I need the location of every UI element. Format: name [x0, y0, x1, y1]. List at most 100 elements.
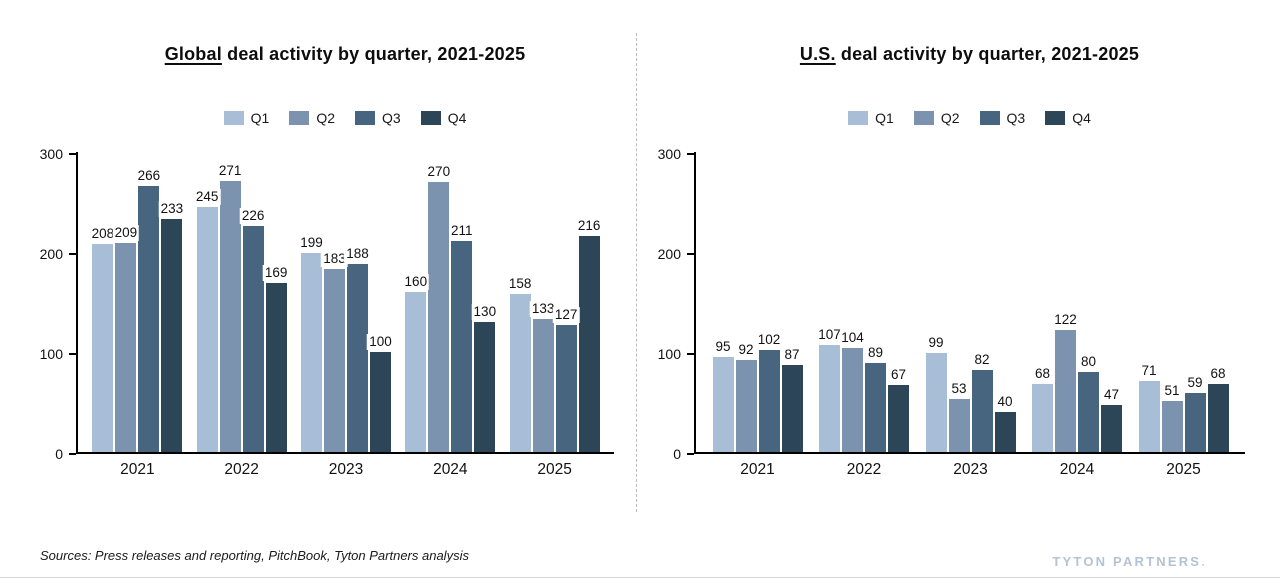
legend: Q1 Q2 Q3 Q4	[76, 109, 614, 126]
bar-value-label: 158	[506, 276, 534, 292]
plot-area: 95 92 102 87 2021 107 104 89 67 2022 99 53 82 40 2023 6…	[694, 152, 1245, 478]
legend-label-q4: Q4	[447, 109, 467, 126]
legend-swatch-q2	[913, 110, 934, 125]
panel-divider	[636, 33, 637, 512]
bar-q2-2022: 104	[839, 330, 866, 452]
legend-swatch-q4	[420, 110, 441, 125]
y-tick-label-100: 100	[39, 346, 63, 362]
bar-q3-2025: 59	[1184, 375, 1206, 452]
charts-container: Global deal activity by quarter, 2021-20…	[0, 0, 1280, 478]
y-tick-label-100: 100	[657, 346, 681, 362]
bar-value-label: 127	[552, 307, 580, 323]
bar-value-label: 133	[529, 301, 557, 317]
y-tick-mark-0	[687, 453, 694, 455]
bar-group-2021: 208 209 266 233 2021	[89, 168, 186, 478]
legend-swatch-q1	[848, 110, 869, 125]
chart-title-emphasis: Global	[164, 44, 222, 64]
bar-value-label: 209	[112, 225, 140, 241]
bar-q4-2025: 68	[1207, 366, 1229, 452]
y-tick-label-0: 0	[673, 446, 681, 462]
bar-value-label: 68	[1032, 366, 1053, 382]
bar-q3-2022: 89	[865, 345, 886, 452]
bar-q1-2023: 99	[925, 335, 947, 452]
chart-panel-global: Global deal activity by quarter, 2021-20…	[0, 0, 636, 478]
x-axis-label-2024: 2024	[433, 461, 468, 478]
bar-value-label: 216	[575, 218, 603, 234]
legend-item-q2: Q2	[913, 109, 960, 126]
bar-q2-2024: 270	[425, 164, 453, 452]
legend-label-q2: Q2	[940, 109, 960, 126]
chart-title-emphasis: U.S.	[799, 44, 836, 64]
x-axis-label-2024: 2024	[1059, 461, 1095, 478]
bar-q4-2023: 100	[367, 334, 394, 452]
bar-q3-2024: 80	[1078, 354, 1099, 452]
bar-q3-2023: 82	[971, 352, 993, 452]
bar-value-label: 47	[1101, 387, 1122, 403]
bar-q4-2025: 216	[575, 218, 603, 452]
y-axis: 0 100 200 300	[22, 147, 76, 461]
bar-q4-2022: 169	[262, 265, 290, 452]
bar-q3-2021: 102	[755, 332, 783, 452]
bar-group-2025: 158 133 127 216 2025	[506, 218, 603, 478]
bar-q2-2023: 183	[321, 251, 348, 452]
bar-value-label: 233	[158, 201, 186, 217]
legend-item-q2: Q2	[289, 110, 335, 126]
legend-label-q1: Q1	[250, 109, 270, 126]
chart-title-us: U.S. deal activity by quarter, 2021-2025	[694, 42, 1245, 66]
bar-q1-2021: 95	[712, 339, 734, 452]
bar-value-label: 211	[449, 223, 475, 239]
bar-q1-2025: 71	[1138, 363, 1160, 452]
legend-label-q1: Q1	[875, 109, 894, 126]
bar-value-label: 100	[367, 334, 394, 350]
bar-value-label: 266	[135, 168, 163, 184]
legend-item-q1: Q1	[223, 109, 270, 126]
tyton-partners-logo: TYTON PARTNERS.	[1052, 554, 1207, 569]
legend-label-q4: Q4	[1072, 109, 1091, 126]
bar-q2-2025: 133	[529, 301, 557, 452]
y-tick-mark-100	[69, 353, 76, 355]
bar-value-label: 40	[995, 394, 1015, 410]
y-tick-mark-200	[69, 253, 76, 255]
bar-value-label: 199	[298, 235, 325, 251]
bar-group-2023: 99 53 82 40 2023	[925, 335, 1016, 478]
bar-value-label: 271	[216, 163, 244, 179]
bar-q4-2022: 67	[888, 367, 909, 452]
y-tick-label-200: 200	[39, 246, 63, 262]
legend-item-q4: Q4	[420, 109, 467, 126]
bar-value-label: 188	[344, 246, 371, 262]
bar-q3-2023: 188	[344, 246, 371, 452]
bar-value-label: 122	[1052, 312, 1079, 328]
bar-q4-2024: 47	[1101, 387, 1122, 452]
bar-group-2024: 160 270 211 130 2024	[402, 164, 499, 478]
chart-panel-us: U.S. deal activity by quarter, 2021-2025…	[636, 0, 1280, 478]
chart-title-global: Global deal activity by quarter, 2021-20…	[76, 42, 614, 66]
bar-q3-2024: 211	[449, 223, 475, 452]
y-tick-mark-0	[69, 453, 76, 455]
x-axis-label-2023: 2023	[953, 461, 988, 478]
x-axis-label-2025: 2025	[1166, 461, 1201, 478]
y-axis: 0 100 200 300	[640, 147, 694, 461]
y-tick-mark-300	[69, 153, 76, 155]
logo-text: TYTON PARTNERS	[1052, 554, 1202, 569]
chart-area: 0 100 200 300 95 92 102 87 2021 107 104 89 67 2022 99…	[640, 147, 1245, 478]
legend-item-q3: Q3	[979, 110, 1025, 126]
bar-q4-2021: 87	[781, 347, 803, 452]
bar-value-label: 183	[321, 251, 348, 267]
x-axis-label-2023: 2023	[328, 461, 364, 478]
bar-value-label: 67	[888, 367, 909, 383]
bar-value-label: 87	[782, 347, 802, 363]
legend-item-q1: Q1	[848, 110, 894, 126]
bar-value-label: 104	[839, 330, 866, 346]
bar-q2-2021: 209	[112, 225, 140, 452]
bar-q2-2024: 122	[1052, 312, 1079, 452]
bar-value-label: 169	[262, 265, 290, 281]
bar-q3-2022: 226	[239, 208, 267, 452]
x-axis-label-2025: 2025	[537, 461, 572, 478]
bar-value-label: 102	[755, 332, 783, 348]
chart-title-rest: deal activity by quarter, 2021-2025	[835, 44, 1140, 64]
bar-q1-2022: 107	[816, 327, 843, 452]
bar-value-label: 245	[193, 189, 221, 205]
x-axis-label-2022: 2022	[224, 461, 259, 478]
legend-swatch-q2	[289, 110, 310, 125]
